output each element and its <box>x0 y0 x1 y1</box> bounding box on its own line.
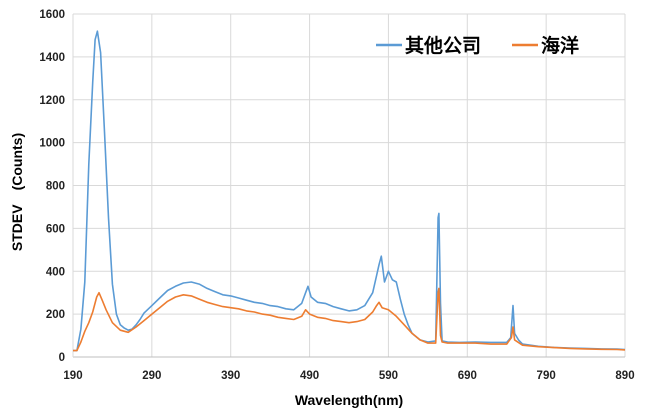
x-tick-label: 890 <box>615 370 634 382</box>
y-tick-label: 1600 <box>39 9 65 21</box>
y-tick-label: 1400 <box>39 52 65 64</box>
x-tick-label: 290 <box>142 370 161 382</box>
y-axis-title: STDEV (Counts) <box>9 133 25 251</box>
y-tick-label: 400 <box>46 266 65 278</box>
x-axis-title: Wavelength(nm) <box>295 392 403 408</box>
y-tick-label: 1200 <box>39 95 65 107</box>
y-tick-label: 800 <box>46 181 65 193</box>
x-tick-label: 790 <box>537 370 556 382</box>
y-tick-label: 600 <box>46 223 65 235</box>
y-tick-label: 200 <box>46 309 65 321</box>
y-tick-label: 0 <box>59 352 65 364</box>
legend: 其他公司 海洋 <box>376 34 579 57</box>
legend-label-series-1: 其他公司 <box>405 34 481 57</box>
x-tick-label: 190 <box>63 370 82 382</box>
y-tick-label: 1000 <box>39 138 65 150</box>
axes <box>72 14 625 358</box>
x-tick-label: 590 <box>379 370 398 382</box>
tick-labels: 0 200 400 600 800 1000 1200 1400 1600 190 290 390 49… <box>39 9 634 382</box>
legend-label-series-2: 海洋 <box>541 34 579 57</box>
series-line-2 <box>73 287 626 352</box>
series-layer <box>73 30 626 352</box>
series-line-1 <box>73 30 626 352</box>
x-tick-label: 490 <box>300 370 319 382</box>
grid <box>73 13 626 357</box>
x-tick-label: 690 <box>458 370 477 382</box>
x-tick-label: 390 <box>221 370 240 382</box>
